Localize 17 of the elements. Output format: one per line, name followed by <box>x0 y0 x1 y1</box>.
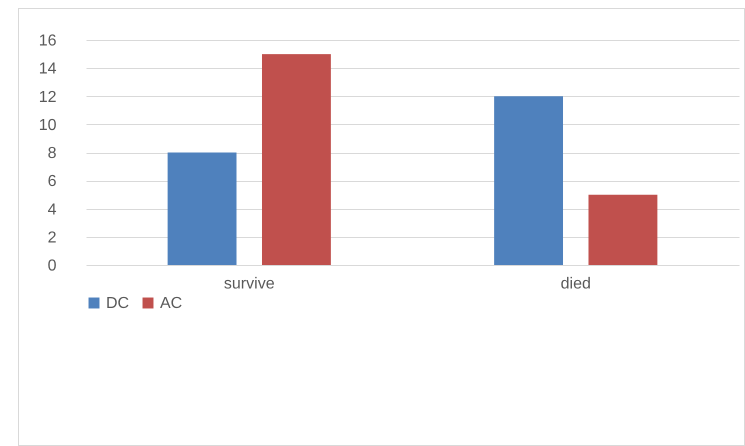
y-tick-label: 8 <box>48 145 57 162</box>
legend-label: DC <box>106 295 130 312</box>
legend-label: AC <box>160 295 182 312</box>
y-tick-label: 0 <box>48 258 57 274</box>
bar <box>494 96 564 265</box>
y-tick-label: 4 <box>48 201 57 218</box>
y-tick-label: 2 <box>48 229 57 246</box>
y-tick-label: 12 <box>38 88 57 106</box>
y-tick-label: 16 <box>38 32 57 50</box>
y-tick-label: 6 <box>48 173 57 190</box>
y-tick-label: 14 <box>38 60 57 78</box>
bar <box>262 54 331 265</box>
bar <box>168 152 237 265</box>
x-tick-label: died <box>560 276 591 292</box>
x-tick-label: survive <box>224 276 275 292</box>
bar <box>588 194 658 265</box>
y-tick-label: 10 <box>38 116 57 134</box>
